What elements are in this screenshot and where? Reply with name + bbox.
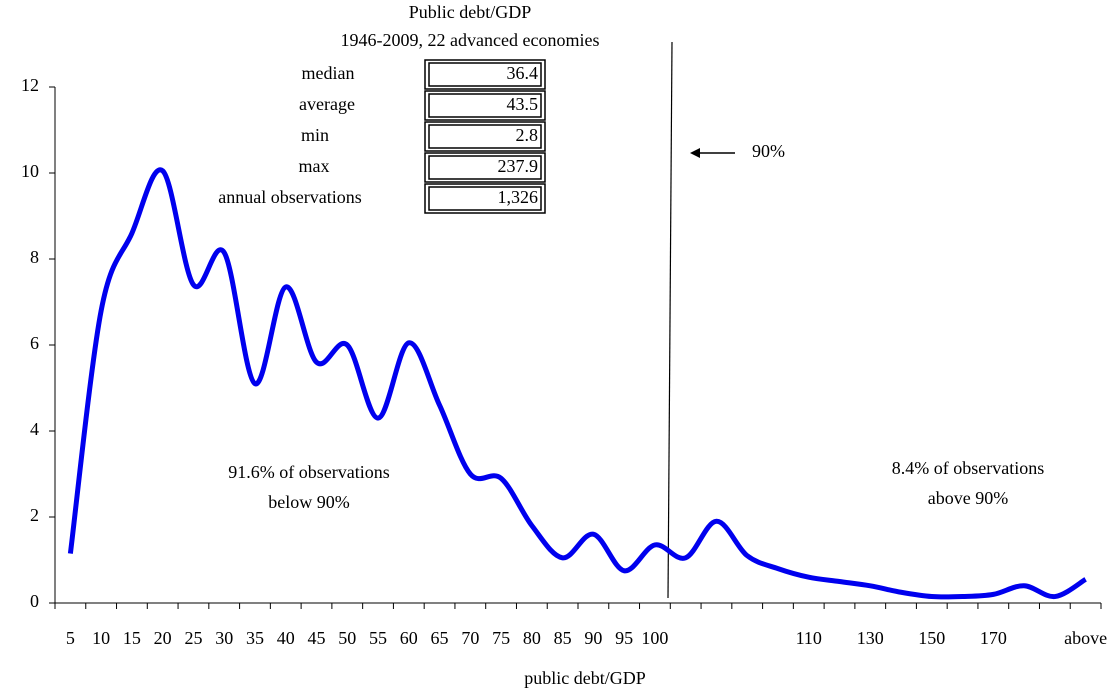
stat-label: median bbox=[302, 63, 355, 83]
stat-value: 36.4 bbox=[507, 63, 539, 83]
stat-box-outer bbox=[424, 183, 546, 214]
y-tick-label: 4 bbox=[30, 419, 39, 439]
x-tick-label: 110 bbox=[796, 628, 822, 648]
y-tick-label: 12 bbox=[21, 75, 39, 95]
x-tick-label: 50 bbox=[338, 628, 356, 648]
annotation: below 90% bbox=[268, 492, 349, 512]
x-tick-label: 60 bbox=[400, 628, 418, 648]
x-tick-label: 90 bbox=[584, 628, 602, 648]
x-tick-label: 25 bbox=[184, 628, 202, 648]
stat-box-outer bbox=[424, 121, 546, 152]
x-tick-label: 150 bbox=[918, 628, 945, 648]
x-tick-label: 75 bbox=[492, 628, 510, 648]
x-tick-label: 55 bbox=[369, 628, 387, 648]
x-tick-label: 30 bbox=[215, 628, 233, 648]
x-tick-label: 80 bbox=[523, 628, 541, 648]
x-tick-label: 100 bbox=[641, 628, 668, 648]
x-tick-label: 65 bbox=[431, 628, 449, 648]
y-tick-label: 10 bbox=[21, 161, 39, 181]
stat-box-inner bbox=[428, 186, 542, 211]
x-tick-label: 95 bbox=[615, 628, 633, 648]
chart-subtitle: 1946-2009, 22 advanced economies bbox=[341, 30, 600, 50]
arrow-head bbox=[690, 148, 700, 158]
stat-value: 237.9 bbox=[498, 156, 539, 176]
x-tick-label: 130 bbox=[857, 628, 884, 648]
stat-label: annual observations bbox=[218, 187, 361, 207]
x-tick-label: 170 bbox=[980, 628, 1007, 648]
x-tick-label: 5 bbox=[66, 628, 75, 648]
stat-box-inner bbox=[428, 155, 542, 180]
x-tick-label: 15 bbox=[123, 628, 141, 648]
x-axis-label: public debt/GDP bbox=[524, 668, 646, 688]
stat-label: average bbox=[299, 94, 355, 114]
x-tick-label: 35 bbox=[246, 628, 264, 648]
stat-box-outer bbox=[424, 59, 546, 90]
stat-label: max bbox=[299, 156, 330, 176]
annotation: 91.6% of observations bbox=[228, 462, 389, 482]
y-tick-label: 0 bbox=[30, 591, 39, 611]
stat-box-inner bbox=[428, 62, 542, 87]
x-tick-label: 10 bbox=[92, 628, 110, 648]
y-tick-label: 6 bbox=[30, 333, 39, 353]
stat-value: 2.8 bbox=[516, 125, 539, 145]
stat-box-inner bbox=[428, 124, 542, 149]
line-series bbox=[67, 167, 1087, 600]
x-tick-label: 40 bbox=[277, 628, 295, 648]
stat-label: min bbox=[301, 125, 329, 145]
stat-box-outer bbox=[424, 152, 546, 183]
x-tick-label: 85 bbox=[554, 628, 572, 648]
y-tick-label: 2 bbox=[30, 505, 39, 525]
y-tick-label: 8 bbox=[30, 247, 39, 267]
stat-value: 1,326 bbox=[498, 187, 539, 207]
chart-title: Public debt/GDP bbox=[409, 2, 532, 22]
x-tick-label: 70 bbox=[461, 628, 479, 648]
x-tick-label: above bbox=[1064, 628, 1107, 648]
threshold-line bbox=[667, 41, 673, 599]
x-tick-label: 20 bbox=[154, 628, 172, 648]
annotation: above 90% bbox=[928, 488, 1008, 508]
stat-box-inner bbox=[428, 93, 542, 118]
threshold-label: 90% bbox=[752, 141, 785, 161]
stat-box-outer bbox=[424, 90, 546, 121]
annotation: 8.4% of observations bbox=[892, 458, 1044, 478]
stat-value: 43.5 bbox=[507, 94, 539, 114]
x-tick-label: 45 bbox=[308, 628, 326, 648]
